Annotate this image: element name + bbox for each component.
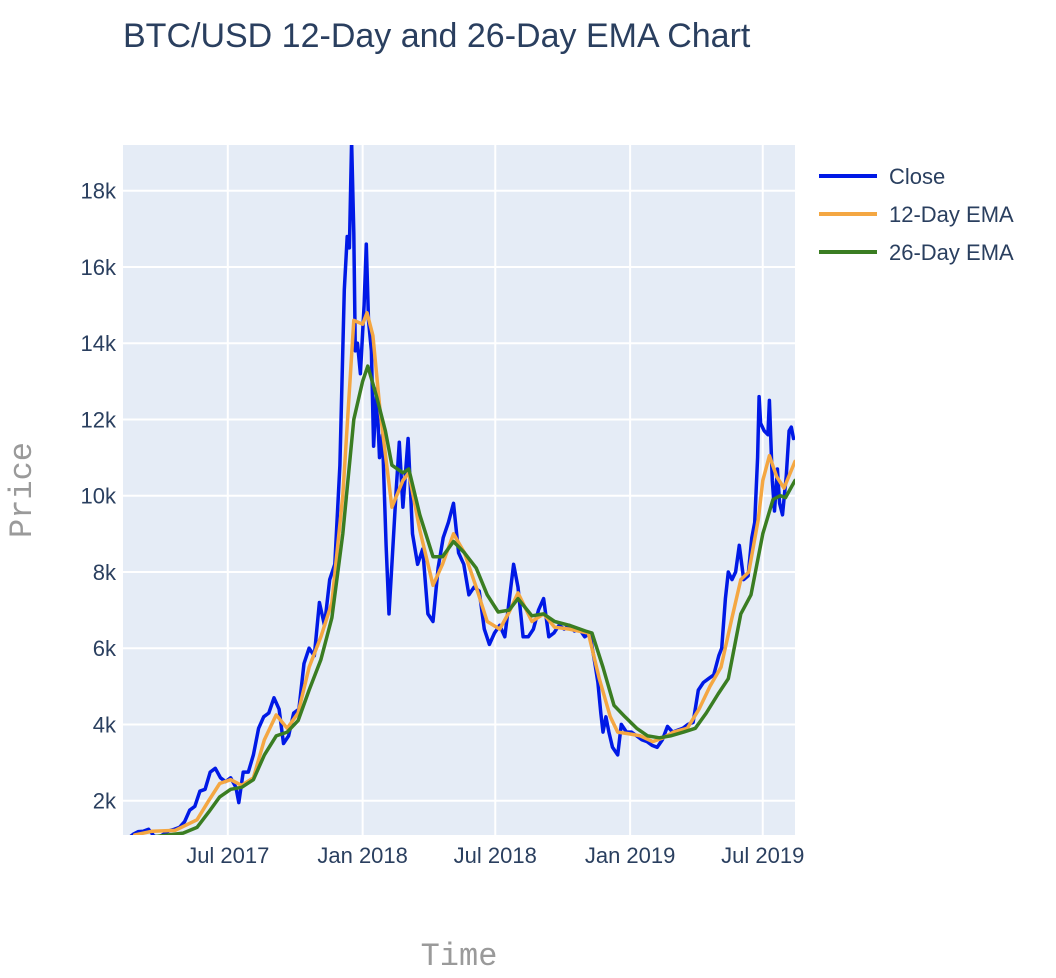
legend-item-close[interactable]: Close <box>819 164 945 189</box>
series-line-12-day-ema <box>132 310 795 835</box>
series-line-26-day-ema <box>153 364 795 835</box>
y-tick-label: 12k <box>81 407 117 432</box>
series-line-close <box>129 145 795 835</box>
y-tick-label: 10k <box>81 484 117 509</box>
y-tick-label: 16k <box>81 255 117 280</box>
chart-title: BTC/USD 12-Day and 26-Day EMA Chart <box>123 17 751 55</box>
y-tick-label: 4k <box>93 712 117 737</box>
y-tick-label: 14k <box>81 331 117 356</box>
x-tick-label: Jul 2017 <box>186 843 269 868</box>
plot-area <box>123 145 795 835</box>
x-tick-label: Jul 2018 <box>454 843 537 868</box>
legend-label: Close <box>889 164 945 189</box>
legend[interactable]: Close 12-Day EMA 26-Day EMA <box>819 164 1014 265</box>
x-tick-label: Jan 2018 <box>317 843 408 868</box>
legend-item-12-day-ema[interactable]: 12-Day EMA <box>819 202 1014 227</box>
x-axis-ticks: Jul 2017 Jan 2018 Jul 2018 Jan 2019 Jul 2019 <box>186 843 804 868</box>
legend-label: 12-Day EMA <box>889 202 1014 227</box>
y-tick-label: 18k <box>81 179 117 204</box>
y-tick-label: 2k <box>93 789 117 814</box>
legend-label: 26-Day EMA <box>889 240 1014 265</box>
legend-item-26-day-ema[interactable]: 26-Day EMA <box>819 240 1014 265</box>
x-axis-title: Time <box>421 938 498 975</box>
x-tick-label: Jul 2019 <box>721 843 804 868</box>
series-lines <box>129 145 795 835</box>
y-tick-label: 6k <box>93 636 117 661</box>
y-axis-ticks: 2k 4k 6k 8k 10k 12k 14k 16k 18k <box>81 179 117 814</box>
y-tick-label: 8k <box>93 560 117 585</box>
y-axis-title: Price <box>4 442 41 538</box>
x-tick-label: Jan 2019 <box>585 843 676 868</box>
